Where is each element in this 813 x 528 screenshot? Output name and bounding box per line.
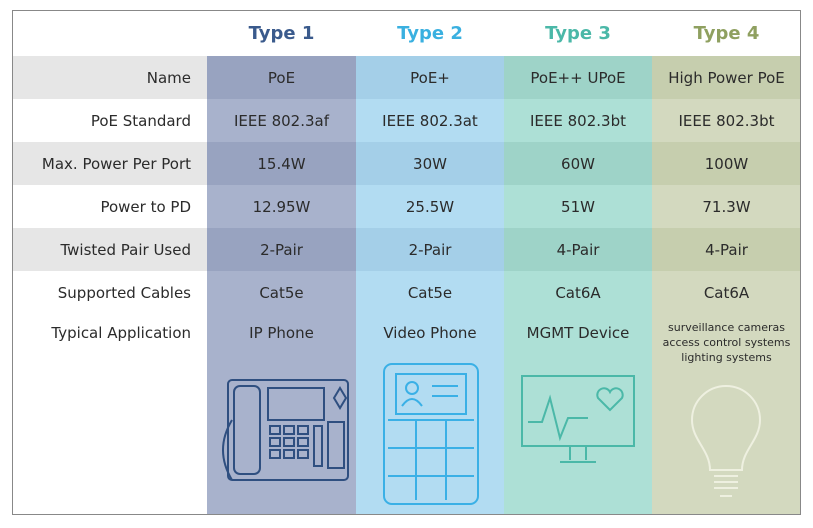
cell: Cat5e (356, 271, 504, 314)
cell: 2-Pair (207, 228, 356, 271)
cell: IEEE 802.3bt (652, 99, 801, 142)
cell: IEEE 802.3at (356, 99, 504, 142)
column-header: Type 1 (207, 10, 356, 56)
row-label: Max. Power Per Port (12, 142, 207, 185)
cell: 100W (652, 142, 801, 185)
cell-line: lighting systems (681, 351, 772, 364)
row-label: PoE Standard (12, 99, 207, 142)
cell-line: Video Phone (383, 324, 477, 342)
header-blank (12, 10, 207, 56)
cell: 30W (356, 142, 504, 185)
cell: 25.5W (356, 185, 504, 228)
cell: Cat5e (207, 271, 356, 314)
column-header: Type 4 (652, 10, 801, 56)
cell: IEEE 802.3bt (504, 99, 652, 142)
cell: PoE (207, 56, 356, 99)
column-header: Type 3 (504, 10, 652, 56)
monitor-icon (521, 375, 635, 463)
cell: 2-Pair (356, 228, 504, 271)
cell-line: access control systems (662, 336, 791, 349)
phone-icon (222, 379, 349, 481)
cell: MGMT Device (504, 314, 652, 515)
row-label: Supported Cables (12, 271, 207, 314)
cell: 60W (504, 142, 652, 185)
cell: High Power PoE (652, 56, 801, 99)
row-label: Name (12, 56, 207, 99)
cell: PoE++ UPoE (504, 56, 652, 99)
cell-line: MGMT Device (526, 324, 630, 342)
cell: PoE+ (356, 56, 504, 99)
bulb-icon (690, 385, 762, 497)
cell: 15.4W (207, 142, 356, 185)
video-phone-icon (383, 363, 479, 505)
row-label: Twisted Pair Used (12, 228, 207, 271)
cell-line: surveillance cameras (668, 321, 785, 334)
cell-line: IP Phone (249, 324, 314, 342)
cell: 71.3W (652, 185, 801, 228)
cell: IEEE 802.3af (207, 99, 356, 142)
row-label: Typical Application (12, 314, 207, 515)
column-header: Type 2 (356, 10, 504, 56)
cell: 4-Pair (504, 228, 652, 271)
cell: Cat6A (504, 271, 652, 314)
row-label: Typical Application (51, 324, 191, 342)
cell: 12.95W (207, 185, 356, 228)
cell: IP Phone (207, 314, 356, 515)
cell: 51W (504, 185, 652, 228)
row-label: Power to PD (12, 185, 207, 228)
cell: Cat6A (652, 271, 801, 314)
cell: 4-Pair (652, 228, 801, 271)
